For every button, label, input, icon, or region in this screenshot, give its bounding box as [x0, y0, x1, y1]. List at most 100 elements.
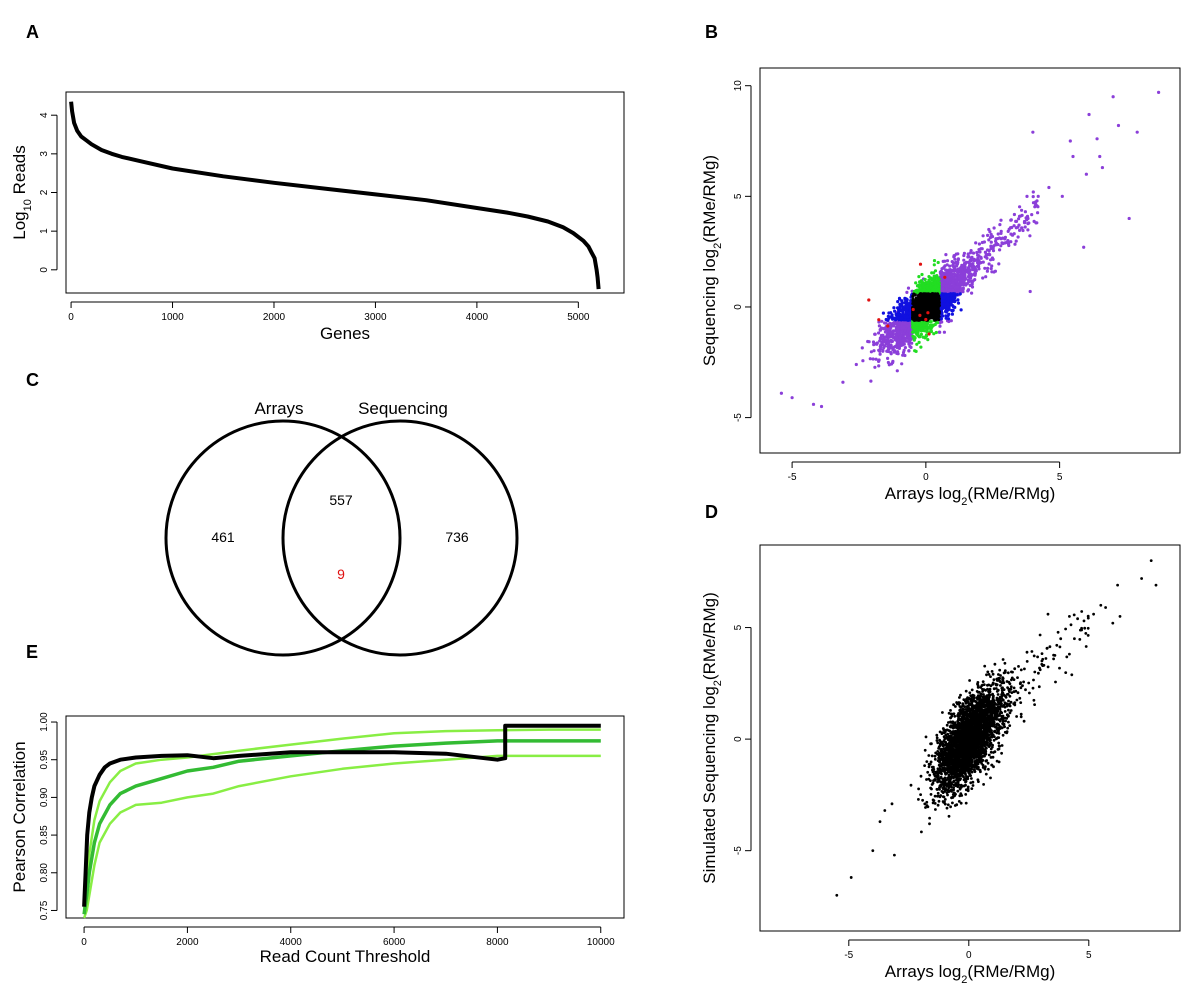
chart-d-point — [949, 725, 953, 729]
chart-b-point-discordant — [926, 311, 930, 315]
chart-b-point-neither — [918, 292, 922, 296]
chart-b-point-sequencing-only — [911, 334, 915, 338]
chart-b-point-both — [967, 255, 971, 259]
chart-b-point-sequencing-only — [920, 272, 924, 277]
chart-b-point-both — [987, 249, 991, 253]
chart-d-point — [1000, 744, 1004, 747]
chart-b-point-neither — [911, 315, 915, 319]
chart-b-point-both — [1034, 203, 1038, 207]
chart-b-point-both — [1020, 226, 1024, 230]
chart-d-point — [1001, 733, 1005, 737]
chart-b-point-both — [880, 319, 884, 323]
chart-b-point-both — [878, 339, 882, 343]
chart-d-point — [987, 767, 990, 771]
chart-d-x-tick-label: 0 — [966, 950, 972, 961]
chart-b-point-both — [903, 353, 907, 358]
chart-b-point-neither — [918, 318, 922, 322]
chart-b-point-arrays-only — [941, 314, 945, 318]
chart-d-point — [986, 744, 990, 747]
chart-b-point-both — [997, 262, 1001, 266]
chart-b-point-arrays-only — [903, 297, 907, 301]
chart-d-point — [917, 798, 920, 801]
chart-b-point-discordant — [877, 318, 881, 322]
chart-b-point-both — [963, 283, 967, 287]
chart-d-point — [1019, 701, 1023, 704]
chart-b-point-both — [886, 349, 890, 354]
chart-d-point — [964, 780, 967, 784]
chart-b-point-sequencing-only — [934, 285, 938, 289]
venn-circle-arrays — [164, 419, 402, 657]
chart-b-point-both — [1031, 130, 1035, 134]
chart-d-point — [932, 765, 935, 769]
chart-b-point-both — [959, 267, 964, 271]
venn-count-discordant: 9 — [337, 566, 345, 582]
chart-b-point-both — [869, 379, 873, 383]
chart-d-point — [1019, 712, 1023, 716]
chart-b-point-both — [871, 357, 875, 361]
chart-b-point-both — [872, 349, 876, 353]
chart-b-point-both — [1098, 154, 1102, 159]
chart-b-point-both — [947, 288, 951, 292]
chart-b-point-both — [905, 335, 910, 339]
chart-b-point-both — [903, 346, 907, 350]
chart-b-point-sequencing-only — [916, 328, 920, 332]
chart-b-point-neither — [927, 294, 932, 298]
chart-b-point-sequencing-only — [933, 281, 937, 285]
chart-d-plot-frame — [759, 544, 1181, 932]
chart-d-point — [933, 794, 937, 798]
chart-d-point — [986, 670, 990, 674]
chart-b-point-both — [896, 350, 900, 354]
chart-b-point-both — [945, 263, 949, 267]
chart-b-point-both — [947, 275, 951, 279]
chart-b-point-sequencing-only — [933, 269, 938, 273]
chart-b-point-both — [889, 362, 894, 366]
chart-d-point — [1003, 705, 1007, 709]
chart-b-point-both — [956, 258, 960, 262]
chart-b-point-arrays-only — [940, 295, 944, 299]
chart-b-point-neither — [927, 308, 931, 312]
chart-b-point-both — [878, 328, 882, 332]
chart-b-point-both — [971, 267, 975, 271]
chart-b-point-arrays-only — [898, 313, 902, 317]
chart-b-point-neither — [913, 299, 917, 303]
chart-b-point-both — [981, 276, 985, 280]
chart-d-point — [996, 688, 1000, 692]
chart-b-point-arrays-only — [897, 309, 901, 313]
chart-b-point-sequencing-only — [917, 275, 921, 279]
chart-b-point-neither — [931, 300, 935, 304]
chart-b-point-both — [977, 267, 981, 271]
chart-b-point-both — [941, 281, 945, 285]
chart-b-point-arrays-only — [895, 313, 899, 317]
chart-b-point-both — [1012, 232, 1016, 236]
chart-b-point-both — [970, 285, 975, 289]
chart-d-point — [992, 738, 996, 742]
chart-b-point-both — [986, 233, 990, 237]
chart-b-point-both — [896, 330, 900, 334]
chart-b-point-both — [1027, 221, 1031, 225]
chart-b-point-arrays-only — [886, 318, 890, 322]
chart-b-point-both — [1031, 195, 1035, 199]
chart-b-point-both — [1060, 194, 1064, 198]
chart-b-point-sequencing-only — [925, 284, 930, 288]
chart-a-y-tick-label: 0 — [39, 267, 50, 273]
chart-b-point-neither — [937, 299, 941, 303]
chart-b-point-both — [907, 326, 911, 331]
chart-b-point-both — [890, 322, 895, 326]
chart-b-point-both — [854, 362, 858, 367]
chart-b-point-both — [951, 288, 955, 292]
chart-b-point-sequencing-only — [922, 285, 926, 289]
chart-b-point-arrays-only — [945, 301, 949, 305]
chart-b-point-both — [942, 330, 946, 334]
chart-d-point — [947, 721, 950, 724]
chart-d-point — [999, 674, 1002, 677]
chart-d-y-tick-label: 0 — [733, 736, 744, 742]
chart-b-point-both — [872, 343, 876, 347]
chart-b-point-discordant — [918, 313, 922, 317]
chart-b-point-both — [877, 364, 881, 368]
venn-count-sequencing-only: 736 — [445, 529, 469, 545]
chart-d-point — [989, 756, 993, 759]
chart-b-point-arrays-only — [939, 292, 944, 296]
chart-d-point — [1009, 700, 1013, 704]
chart-b-point-both — [891, 334, 895, 338]
